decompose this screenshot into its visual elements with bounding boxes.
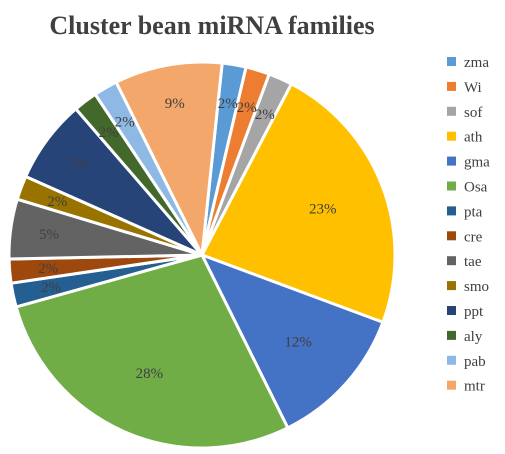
slice-label-tae: 5% <box>39 227 59 243</box>
legend: zma Wi sof ath gma Osa pta cre tae smo ppt aly pab mt… <box>447 55 490 395</box>
slice-label-sof: 2% <box>255 107 275 123</box>
pie-slice-mtr <box>114 60 224 261</box>
legend-label-pab: pab <box>464 354 486 370</box>
legend-swatch-ppt <box>447 306 456 315</box>
legend-swatch-gma <box>447 156 456 166</box>
slice-label-cre: 2% <box>38 261 58 277</box>
slice-label-pab: 2% <box>115 114 135 130</box>
legend-label-ath: ath <box>464 130 483 146</box>
legend-swatch-smo <box>447 281 456 291</box>
legend-label-ppt: ppt <box>464 304 484 320</box>
slice-label-smo: 2% <box>47 194 67 210</box>
legend-swatch-osa <box>447 181 456 191</box>
slice-label-pta: 2% <box>41 280 61 296</box>
slice-label-aly: 2% <box>99 125 119 141</box>
legend-label-aly: aly <box>464 329 483 345</box>
slice-labels: 2%2%2%23%12%28%2%2%5%2%7%2%2%9% <box>38 96 336 382</box>
legend-label-gma: gma <box>464 155 490 171</box>
legend-label-mtr: mtr <box>464 379 485 395</box>
pie-slice-osa <box>14 253 290 450</box>
legend-label-smo: smo <box>464 279 489 295</box>
pie-slice-gma <box>198 252 385 430</box>
slice-label-zma: 2% <box>218 96 238 112</box>
slice-label-mtr: 9% <box>165 96 185 112</box>
slice-label-osa: 28% <box>136 366 164 382</box>
legend-swatch-sof <box>447 106 456 116</box>
slice-label-gma: 12% <box>284 335 312 351</box>
legend-swatch-ath <box>447 131 456 141</box>
legend-label-sof: sof <box>464 105 482 121</box>
legend-swatch-wi <box>447 81 456 91</box>
legend-label-tae: tae <box>464 254 482 270</box>
legend-swatch-tae <box>447 256 456 266</box>
legend-swatch-cre <box>447 231 456 241</box>
legend-swatch-aly <box>447 330 456 340</box>
legend-swatch-zma <box>447 57 456 66</box>
legend-swatch-pta <box>447 206 456 216</box>
legend-label-wi: Wi <box>464 80 482 96</box>
legend-swatch-mtr <box>447 380 456 390</box>
slice-label-ath: 23% <box>309 202 337 218</box>
legend-label-pta: pta <box>464 204 483 220</box>
legend-label-osa: Osa <box>464 180 488 196</box>
chart-title: Cluster bean miRNA families <box>49 11 374 40</box>
slice-label-ppt: 7% <box>68 156 88 172</box>
legend-label-zma: zma <box>464 55 489 71</box>
pie-slices <box>7 60 397 450</box>
slice-label-wi: 2% <box>237 100 257 116</box>
pie-slice-ath <box>199 81 397 325</box>
legend-swatch-pab <box>447 355 456 365</box>
legend-label-cre: cre <box>464 229 483 245</box>
